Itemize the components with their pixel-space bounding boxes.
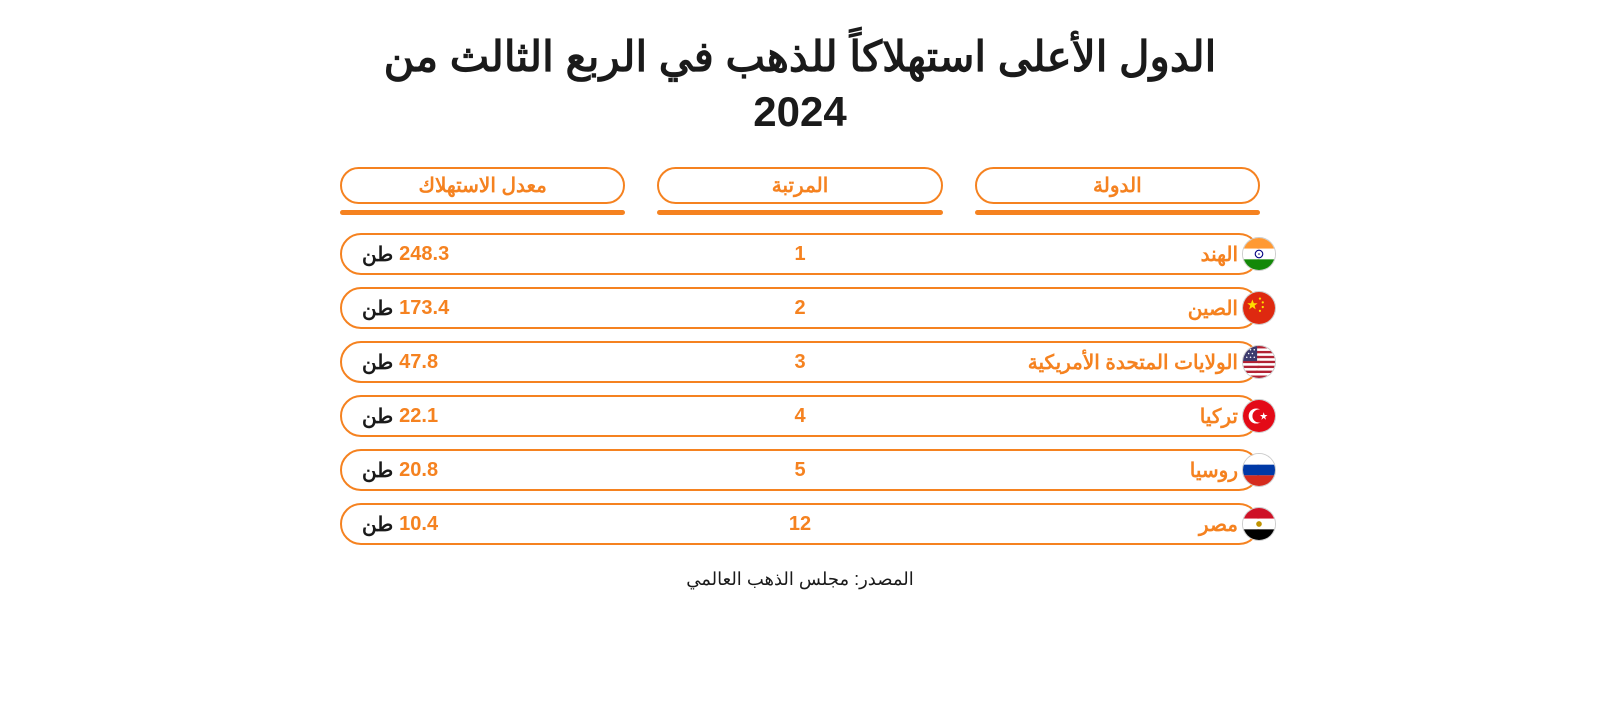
cell-consumption: 248.3 طن	[342, 242, 626, 267]
cell-rank: 12	[658, 513, 942, 536]
table-row: روسيا 5 20.8 طن	[340, 449, 1260, 491]
cell-country: الصين	[974, 296, 1258, 321]
flag-icon	[1242, 237, 1276, 271]
header-consumption: معدل الاستهلاك	[340, 167, 625, 215]
cell-country: مصر	[974, 512, 1258, 537]
cell-country: الهند	[974, 242, 1258, 267]
table-row: الهند 1 248.3 طن	[340, 233, 1260, 275]
cell-country: روسيا	[974, 458, 1258, 483]
table-row: مصر 12 10.4 طن	[340, 503, 1260, 545]
cell-consumption: 10.4 طن	[342, 512, 626, 537]
header-underline	[340, 210, 625, 215]
flag-icon	[1242, 291, 1276, 325]
table-row: الولايات المتحدة الأمريكية 3 47.8 طن	[340, 341, 1260, 383]
consumption-unit: طن	[362, 242, 393, 267]
cell-rank: 3	[658, 351, 942, 374]
cell-rank: 4	[658, 405, 942, 428]
cell-rank: 5	[658, 459, 942, 482]
consumption-value: 248.3	[399, 243, 449, 266]
consumption-unit: طن	[362, 458, 393, 483]
header-rank: المرتبة	[657, 167, 942, 215]
cell-consumption: 22.1 طن	[342, 404, 626, 429]
table-row: الصين 2 173.4 طن	[340, 287, 1260, 329]
table-body: الهند 1 248.3 طن الصين 2 173.4 طن الولاي…	[340, 233, 1260, 545]
flag-icon	[1242, 399, 1276, 433]
consumption-value: 173.4	[399, 297, 449, 320]
flag-icon	[1242, 507, 1276, 541]
cell-consumption: 47.8 طن	[342, 350, 626, 375]
cell-rank: 1	[658, 243, 942, 266]
page-title: الدول الأعلى استهلاكاً للذهب في الربع ال…	[350, 30, 1250, 139]
flag-icon	[1242, 453, 1276, 487]
cell-country: الولايات المتحدة الأمريكية	[974, 350, 1258, 375]
consumption-value: 10.4	[399, 513, 438, 536]
table-row: تركيا 4 22.1 طن	[340, 395, 1260, 437]
consumption-unit: طن	[362, 404, 393, 429]
consumption-value: 22.1	[399, 405, 438, 428]
consumption-value: 20.8	[399, 459, 438, 482]
consumption-unit: طن	[362, 296, 393, 321]
header-consumption-label: معدل الاستهلاك	[340, 167, 625, 204]
cell-consumption: 173.4 طن	[342, 296, 626, 321]
flag-icon	[1242, 345, 1276, 379]
cell-consumption: 20.8 طن	[342, 458, 626, 483]
header-country-label: الدولة	[975, 167, 1260, 204]
header-country: الدولة	[975, 167, 1260, 215]
table-header-row: الدولة المرتبة معدل الاستهلاك	[340, 167, 1260, 215]
source-text: المصدر: مجلس الذهب العالمي	[686, 569, 913, 590]
cell-rank: 2	[658, 297, 942, 320]
gold-table: الدولة المرتبة معدل الاستهلاك الهند 1 24…	[340, 167, 1260, 557]
header-underline	[657, 210, 942, 215]
consumption-unit: طن	[362, 512, 393, 537]
cell-country: تركيا	[974, 404, 1258, 429]
header-rank-label: المرتبة	[657, 167, 942, 204]
consumption-value: 47.8	[399, 351, 438, 374]
header-underline	[975, 210, 1260, 215]
consumption-unit: طن	[362, 350, 393, 375]
